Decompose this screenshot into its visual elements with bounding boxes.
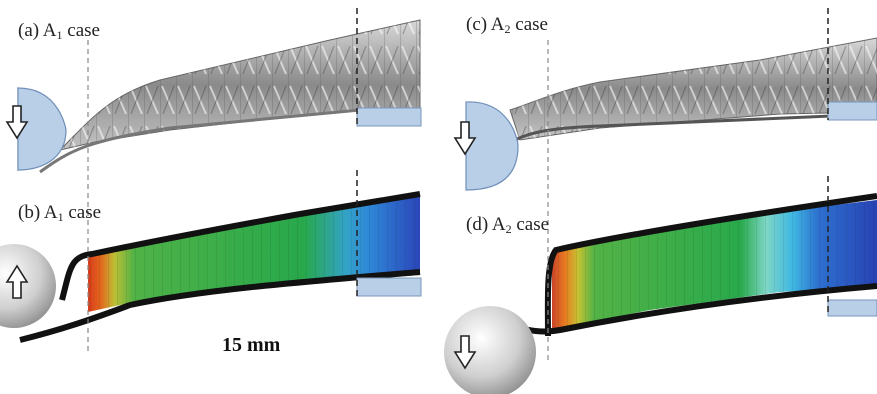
panel-d-sphere-indenter (444, 306, 536, 394)
panel-b-case-word: case (68, 202, 102, 223)
panel-b-support (356, 277, 422, 297)
panel-a-tag: (a) (18, 20, 40, 41)
panel-b-case-letter: A (43, 202, 58, 223)
panel-c-tag: (c) (466, 14, 488, 35)
panel-b-label: (b) A1 case (18, 202, 101, 225)
panel-a-support (356, 107, 422, 127)
panel-c-case-letter: A (490, 14, 505, 35)
panel-c-case-word: case (515, 14, 548, 35)
panel-a-specimen-photo (39, 19, 421, 174)
panel-b-arrow-up-icon (5, 264, 29, 299)
panel-d-case-letter: A (491, 214, 506, 235)
panel-c-indenter (465, 101, 519, 191)
panel-a-indenter-shape (17, 87, 67, 171)
panel-a-case-word: case (67, 20, 100, 41)
panel-a-label: (a) A1 case (18, 20, 100, 43)
panel-c-support (827, 101, 877, 121)
panel-b-case-subscript: 1 (57, 210, 64, 224)
panel-a-case-subscript: 1 (56, 28, 63, 42)
panel-d-case-word: case (516, 214, 550, 235)
panel-c-specimen-photo (498, 37, 877, 152)
panel-d-support (827, 299, 877, 317)
panel-c-label: (c) A2 case (466, 14, 548, 37)
panel-b-simulation (19, 191, 421, 343)
panel-d-case-subscript: 2 (505, 222, 512, 236)
panel-d-label: (d) A2 case (466, 214, 549, 237)
panel-d-arrow-down-icon (453, 335, 477, 370)
panel-c-arrow-down-icon (453, 121, 477, 156)
panel-c-case-subscript: 2 (504, 22, 511, 36)
panel-a-case-letter: A (42, 20, 57, 41)
panel-b-sphere-indenter (0, 244, 56, 328)
panel-d-simulation (498, 193, 877, 337)
panel-b-tag: (b) (18, 202, 41, 223)
panel-a-arrow-down-icon (5, 105, 29, 140)
panel-d-tag: (d) (466, 214, 489, 235)
scale-label: 15 mm (222, 334, 281, 356)
